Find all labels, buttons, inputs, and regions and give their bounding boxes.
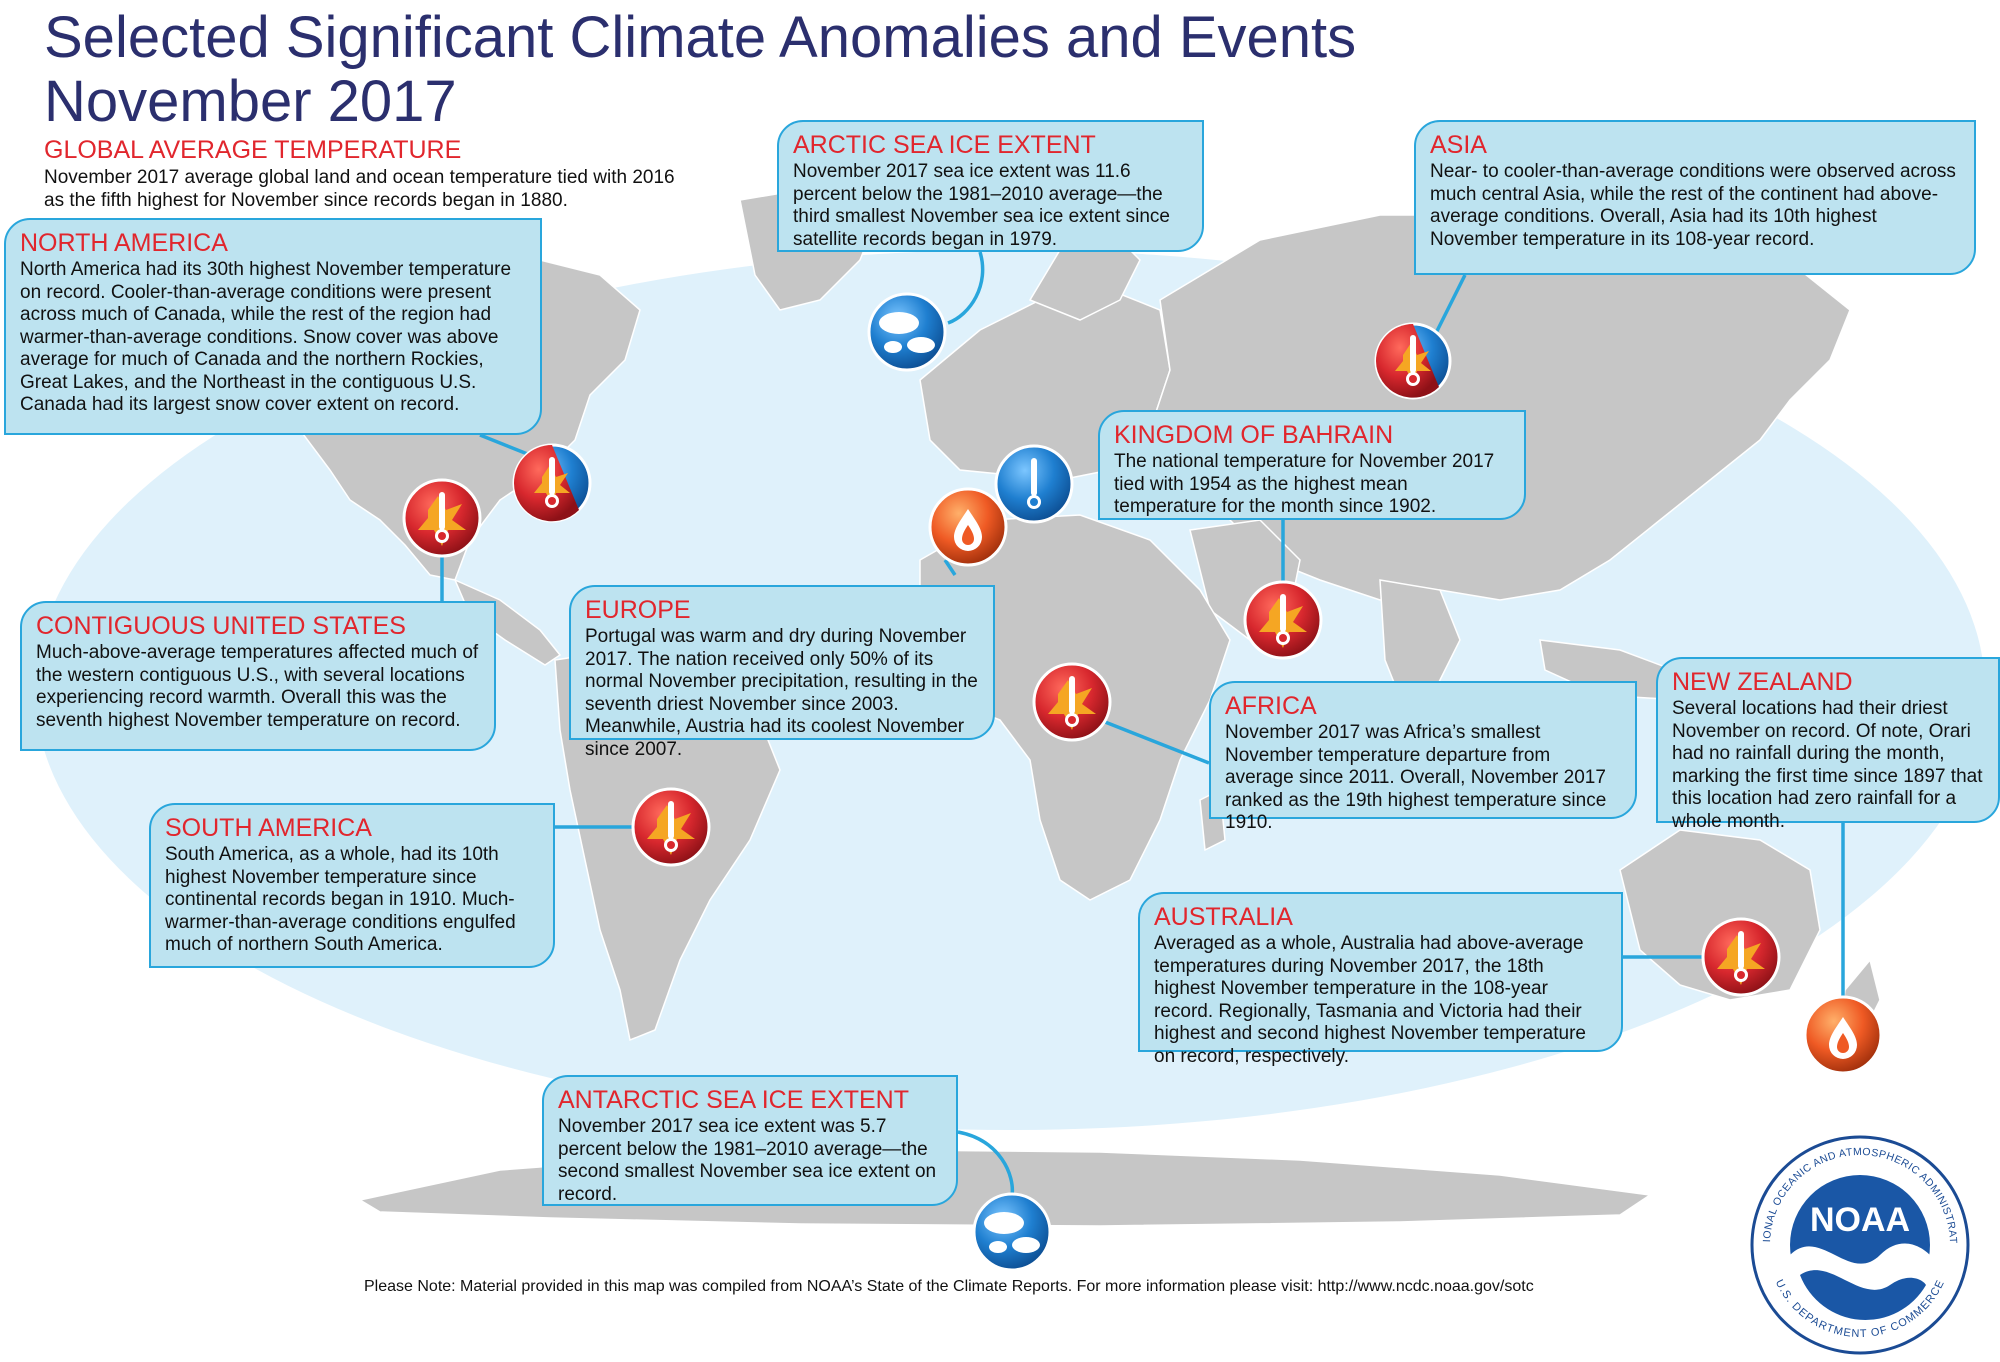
- callout-text: North America had its 30th highest Novem…: [20, 259, 512, 415]
- callout-text: November 2017 was Africa’s smallest Nove…: [1225, 722, 1607, 833]
- page-title-line2: November 2017: [44, 69, 457, 134]
- asia-warm-cool-icon: [1374, 322, 1452, 400]
- callout-arctic-sea-ice: ARCTIC SEA ICE EXTENT November 2017 sea …: [777, 120, 1204, 252]
- noaa-logo-text: NOAA: [1810, 1201, 1910, 1239]
- page-title-line1: Selected Significant Climate Anomalies a…: [44, 5, 1357, 70]
- australia-warm-icon: [1701, 917, 1781, 997]
- callout-heading: CONTIGUOUS UNITED STATES: [36, 612, 406, 640]
- callout-heading: EUROPE: [585, 596, 691, 624]
- callout-text: South America, as a whole, had its 10th …: [165, 844, 516, 955]
- callout-text: Several locations had their driest Novem…: [1672, 698, 1983, 832]
- callout-text: Portugal was warm and dry during Novembe…: [585, 626, 978, 760]
- callout-heading: ASIA: [1430, 131, 1487, 159]
- new-zealand-dry-icon: [1803, 995, 1883, 1075]
- callout-heading: AUSTRALIA: [1154, 903, 1293, 931]
- antarctic-connector: [957, 1130, 1015, 1197]
- canada-warm-cool-icon: [512, 443, 592, 523]
- callout-new-zealand: NEW ZEALAND Several locations had their …: [1656, 657, 2000, 832]
- callout-asia: ASIA Near- to cooler-than-average condit…: [1414, 120, 1976, 275]
- connector-lines: [440, 251, 1845, 1197]
- portugal-dry-icon: [928, 487, 1008, 567]
- arctic-ice-icon: [867, 292, 947, 372]
- callout-text: November 2017 sea ice extent was 11.6 pe…: [793, 161, 1170, 250]
- callout-australia: AUSTRALIA Averaged as a whole, Australia…: [1138, 892, 1623, 1067]
- callout-text: Averaged as a whole, Australia had above…: [1154, 933, 1586, 1067]
- callout-north-america: NORTH AMERICA North America had its 30th…: [4, 218, 542, 435]
- global-text: November 2017 average global land and oc…: [44, 167, 675, 211]
- south-america-warm-icon: [631, 787, 711, 867]
- callout-heading: NORTH AMERICA: [20, 229, 228, 257]
- callout-text: The national temperature for November 20…: [1114, 451, 1495, 517]
- us-warm-icon: [402, 478, 482, 558]
- noaa-logo: NOAA NATIONAL OCEANIC AND ATMOSPHERIC AD…: [1750, 1135, 1970, 1355]
- callout-contiguous-us: CONTIGUOUS UNITED STATES Much-above-aver…: [20, 601, 496, 751]
- arctic-connector: [947, 251, 985, 325]
- north-america-connector: [479, 433, 531, 457]
- callout-text: Much-above-average temperatures affected…: [36, 642, 479, 731]
- callout-heading: ARCTIC SEA ICE EXTENT: [793, 131, 1096, 159]
- africa-warm-icon: [1032, 662, 1112, 742]
- austria-cool-icon: [994, 444, 1074, 524]
- asia-connector: [1433, 274, 1467, 336]
- callout-africa: AFRICA November 2017 was Africa’s smalle…: [1209, 681, 1637, 833]
- europe-connector: [943, 559, 957, 576]
- callout-heading: KINGDOM OF BAHRAIN: [1114, 421, 1394, 449]
- global-average-temperature: GLOBAL AVERAGE TEMPERATURE November 2017…: [44, 137, 694, 212]
- callout-antarctic-sea-ice: ANTARCTIC SEA ICE EXTENT November 2017 s…: [542, 1075, 958, 1206]
- callout-heading: NEW ZEALAND: [1672, 668, 1853, 696]
- callout-europe: EUROPE Portugal was warm and dry during …: [569, 585, 995, 760]
- antarctic-ice-icon: [972, 1192, 1052, 1272]
- footnote: Please Note: Material provided in this m…: [364, 1278, 1534, 1295]
- africa-connector: [1099, 718, 1210, 765]
- callout-south-america: SOUTH AMERICA South America, as a whole,…: [149, 803, 555, 968]
- callout-heading: ANTARCTIC SEA ICE EXTENT: [558, 1086, 909, 1114]
- callout-heading: SOUTH AMERICA: [165, 814, 372, 842]
- callout-text: November 2017 sea ice extent was 5.7 per…: [558, 1116, 937, 1205]
- callout-bahrain: KINGDOM OF BAHRAIN The national temperat…: [1098, 410, 1526, 520]
- global-heading: GLOBAL AVERAGE TEMPERATURE: [44, 136, 462, 164]
- callout-heading: AFRICA: [1225, 692, 1317, 720]
- bahrain-warm-icon: [1243, 580, 1323, 660]
- callout-text: Near- to cooler-than-average conditions …: [1430, 161, 1956, 250]
